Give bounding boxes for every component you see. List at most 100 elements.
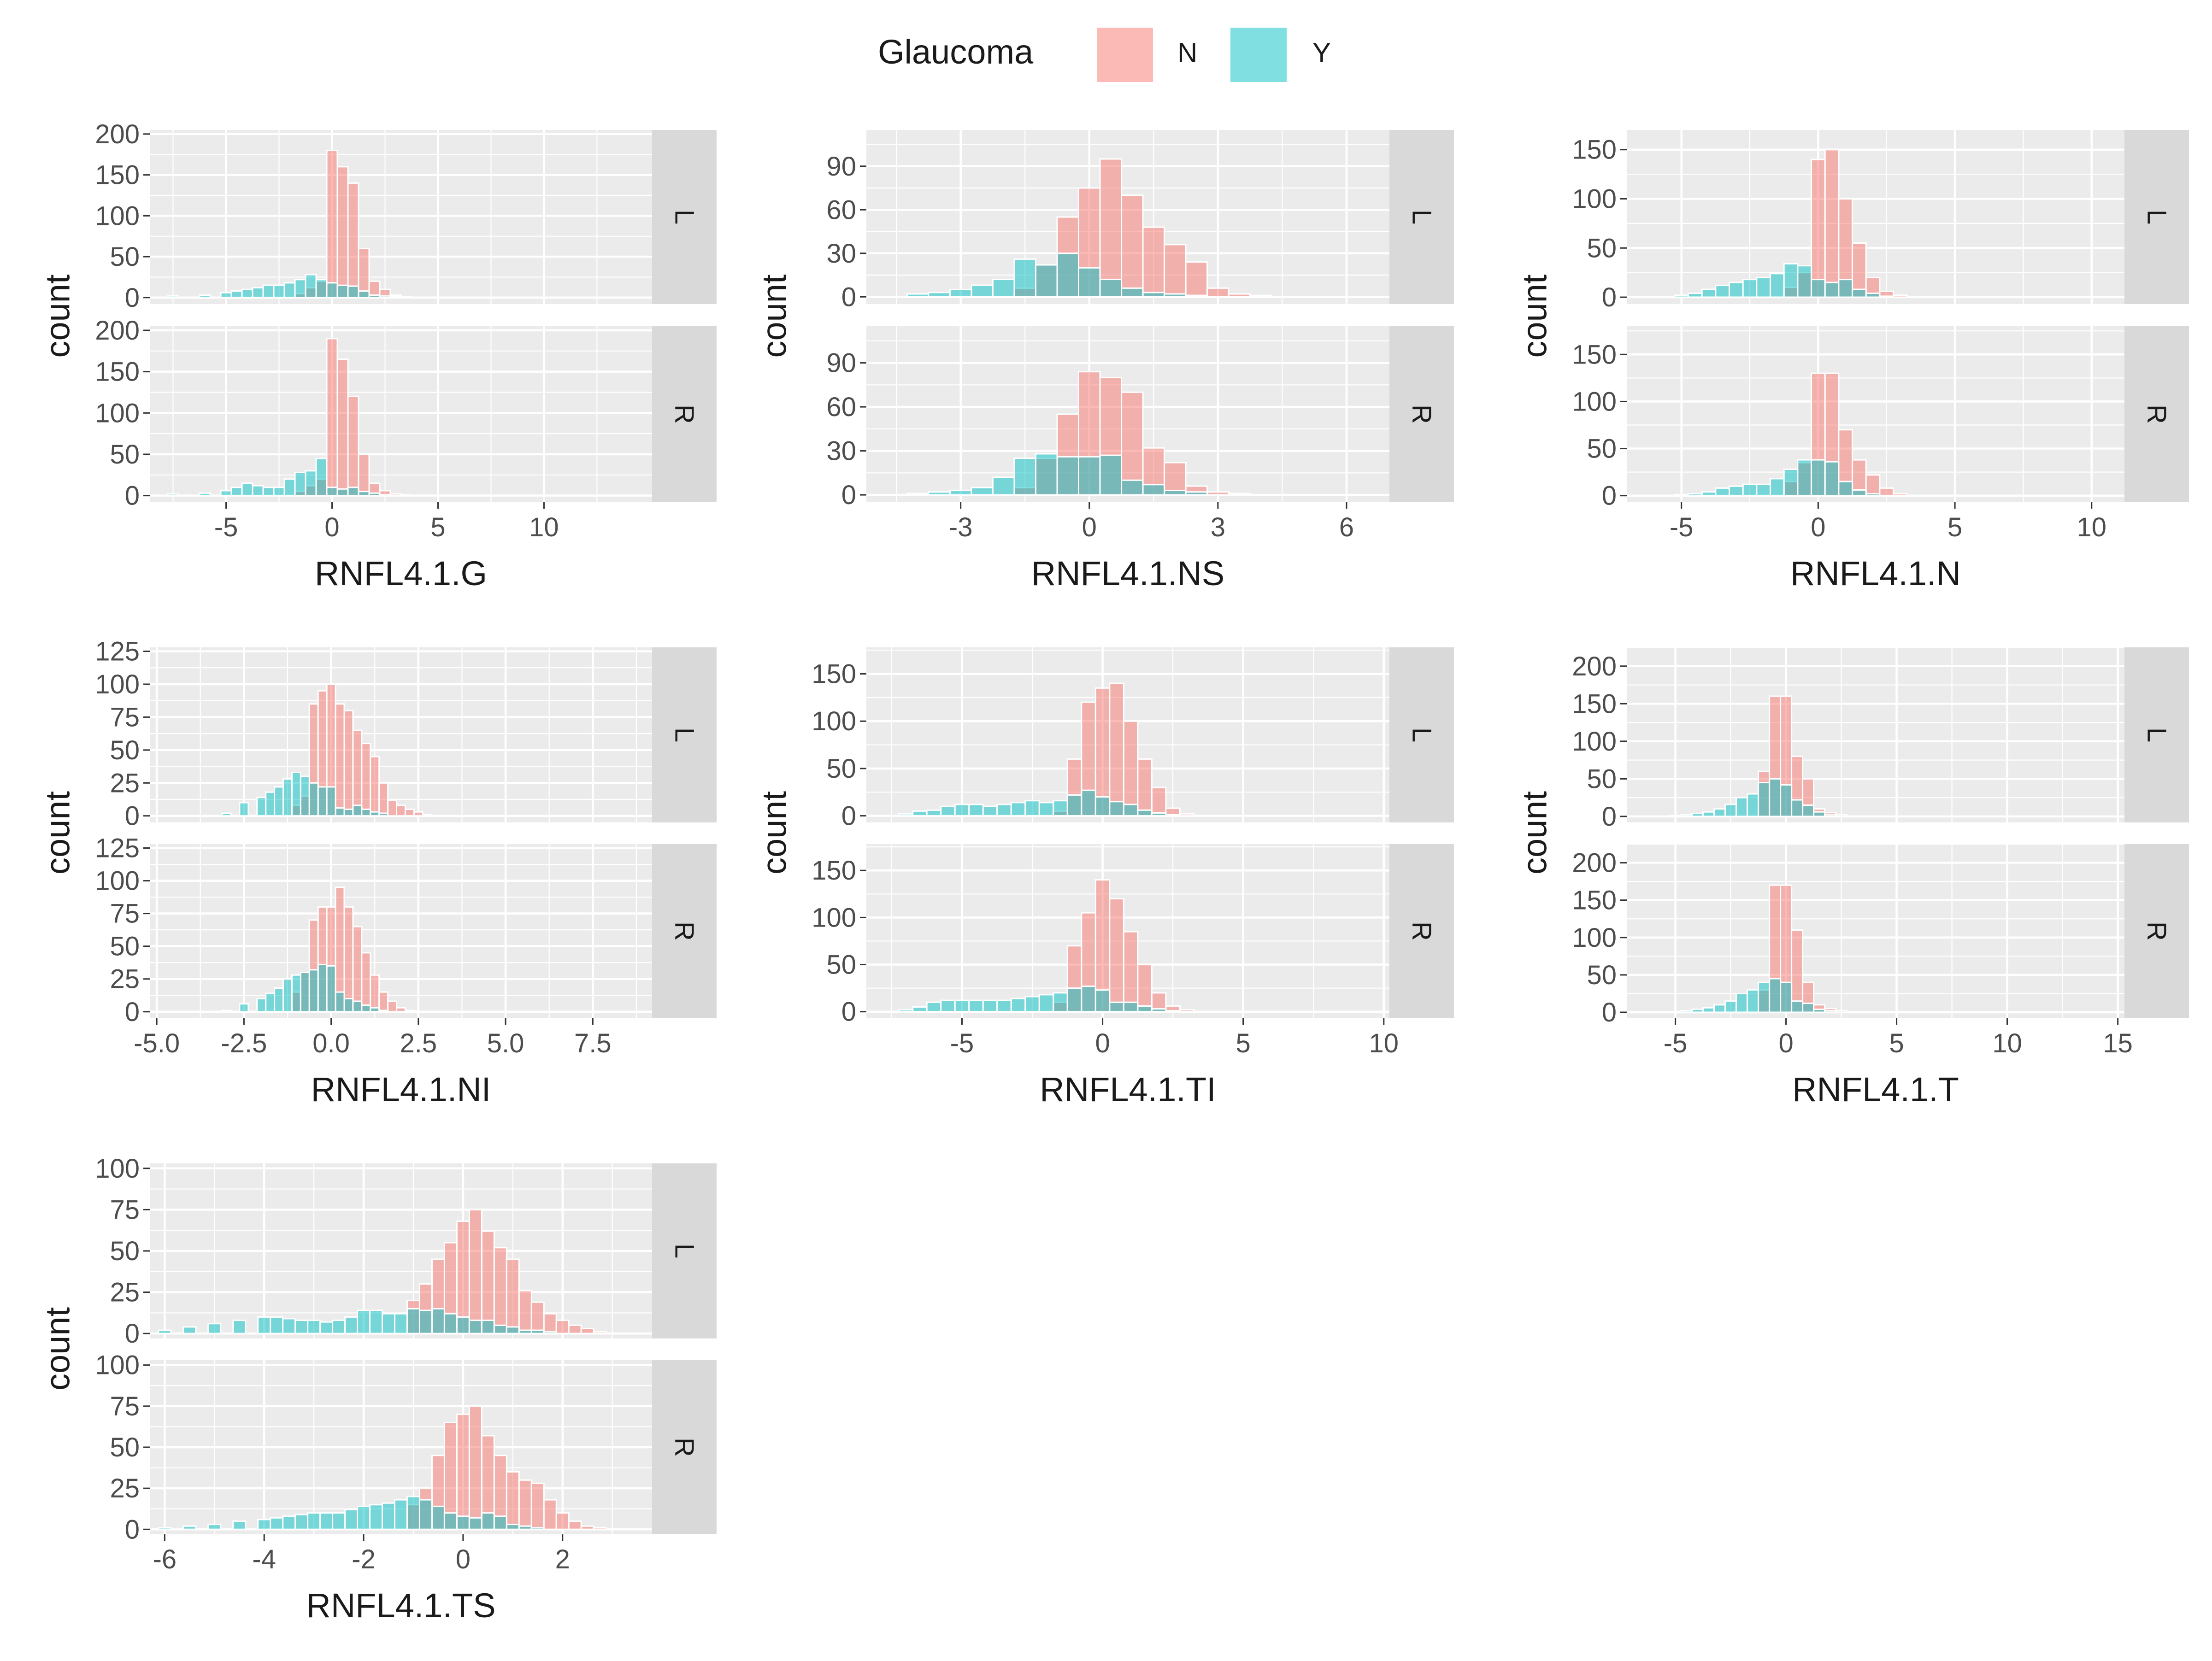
facet-strip: [652, 844, 717, 1018]
x-tick-label: 0: [324, 512, 339, 542]
histogram-bar-y: [1094, 796, 1111, 817]
histogram-bar-y: [940, 805, 956, 817]
histogram-bar-y: [220, 490, 232, 497]
histogram-bar-y: [1674, 294, 1689, 298]
histogram-bar-y: [282, 1318, 296, 1334]
histogram-bar-y: [182, 1525, 197, 1530]
histogram-bar-y: [199, 492, 211, 497]
histogram-bar-y: [493, 1515, 507, 1530]
legend-key-n: [1097, 28, 1153, 82]
y-tick-label: 200: [95, 119, 140, 149]
histogram-bar-n: [1121, 194, 1144, 298]
histogram-bar-y: [518, 1525, 532, 1530]
histogram-bar-y: [1756, 276, 1771, 298]
histogram-chart-3: 0 50 100 150 L 0 50 100 150 R -5 0 5 10 RNFL4.1.N count: [1516, 130, 2189, 593]
panel-background: [1627, 647, 2124, 822]
x-tick-label: 10: [2077, 512, 2107, 542]
facet-strip-label: L: [1407, 210, 1437, 224]
histogram-bar-y: [241, 482, 253, 497]
histogram-bar-y: [968, 804, 984, 817]
histogram-bar-y: [926, 809, 942, 817]
histogram-bar-y: [344, 1316, 359, 1334]
histogram-bar-y: [1791, 1000, 1804, 1013]
histogram-bar-n: [1206, 287, 1230, 298]
histogram-bar-n: [347, 182, 359, 299]
histogram-bar-y: [252, 287, 264, 299]
histogram-bar-y: [389, 296, 402, 299]
x-tick-label: -5: [1670, 512, 1694, 542]
y-tick-label: 100: [1572, 184, 1617, 214]
histogram-bar-y: [315, 458, 328, 497]
x-tick-label: 10: [1369, 1028, 1399, 1058]
histogram-bar-y: [307, 1320, 321, 1334]
histogram-bar-y: [1669, 1010, 1682, 1013]
histogram-bar-n: [1791, 929, 1804, 1013]
histogram-bar-y: [221, 812, 232, 817]
facet-strip: [652, 130, 717, 304]
histogram-bar-y: [158, 1329, 172, 1334]
legend: Glaucoma N Y: [878, 28, 1331, 82]
histogram-bar-n: [1123, 720, 1139, 817]
histogram-bar-y: [291, 974, 301, 1013]
histogram-bar-y: [336, 284, 349, 299]
panel-background: [150, 844, 652, 1018]
histogram-bar-y: [1770, 273, 1785, 298]
histogram-bar-n: [1179, 1009, 1195, 1013]
histogram-bar-y: [1010, 802, 1026, 817]
histogram-bar-n: [404, 1010, 415, 1013]
y-tick-label: 50: [826, 754, 856, 784]
histogram-bar-y: [1742, 279, 1758, 298]
histogram-bar-n: [347, 395, 359, 497]
histogram-bar-y: [1185, 491, 1208, 496]
legend-title: Glaucoma: [878, 33, 1034, 71]
panel-background: [150, 326, 652, 502]
facet-strip: [652, 326, 717, 502]
histogram-bar-y: [1688, 493, 1703, 497]
histogram-bar-n: [335, 703, 345, 817]
histogram-bar-y: [898, 813, 914, 817]
histogram-bar-y: [378, 1010, 389, 1013]
histogram-bar-n: [326, 149, 338, 299]
histogram-bar-y: [305, 274, 317, 299]
y-tick-label: 200: [1572, 848, 1617, 878]
x-tick-label: 5: [430, 512, 445, 542]
facet-panel-R: 0 50 100 150 200 R: [1572, 843, 2189, 1027]
histogram-bar-n: [1123, 931, 1139, 1013]
y-tick-label: 100: [95, 398, 140, 428]
facet-panel-R: 0 50 100 150 200 R: [95, 316, 717, 511]
histogram-bar-y: [357, 1505, 371, 1530]
histogram-bar-y: [326, 282, 338, 299]
histogram-bar-n: [481, 1230, 495, 1334]
histogram-bar-y: [1715, 487, 1730, 497]
histogram-bar-y: [326, 965, 336, 1013]
histogram-bar-y: [241, 288, 253, 299]
histogram-bar-y: [1747, 793, 1759, 817]
y-axis-title: count: [39, 274, 77, 358]
x-tick-label: -5: [214, 512, 238, 542]
histogram-bar-y: [1701, 491, 1717, 497]
facet-strip-label: R: [670, 1438, 700, 1457]
histogram-bar-n: [530, 1301, 545, 1334]
y-tick-label: 150: [1572, 340, 1617, 370]
histogram-bar-y: [1013, 258, 1036, 298]
histogram-bar-y: [265, 791, 276, 817]
histogram-bar-y: [1035, 264, 1058, 298]
histogram-bar-y: [361, 808, 371, 817]
y-tick-label: 0: [125, 283, 140, 313]
histogram-bar-y: [1702, 811, 1715, 817]
histogram-bar-y: [443, 1512, 458, 1530]
y-tick-label: 150: [95, 160, 140, 190]
histogram-bar-y: [1081, 789, 1096, 817]
histogram-bar-n: [1879, 487, 1894, 497]
facet-strip: [652, 1360, 717, 1534]
histogram-bar-y: [257, 1316, 271, 1334]
x-tick-label: 2: [555, 1544, 570, 1574]
histogram-bar-n: [543, 1313, 557, 1334]
y-tick-label: 75: [110, 1391, 140, 1421]
facet-strip: [2124, 647, 2189, 822]
y-tick-label: 25: [110, 1473, 140, 1503]
histogram-bar-y: [1164, 490, 1187, 496]
x-tick-label: 10: [529, 512, 559, 542]
histogram-bar-n: [593, 1527, 607, 1530]
histogram-bar-y: [370, 811, 380, 817]
